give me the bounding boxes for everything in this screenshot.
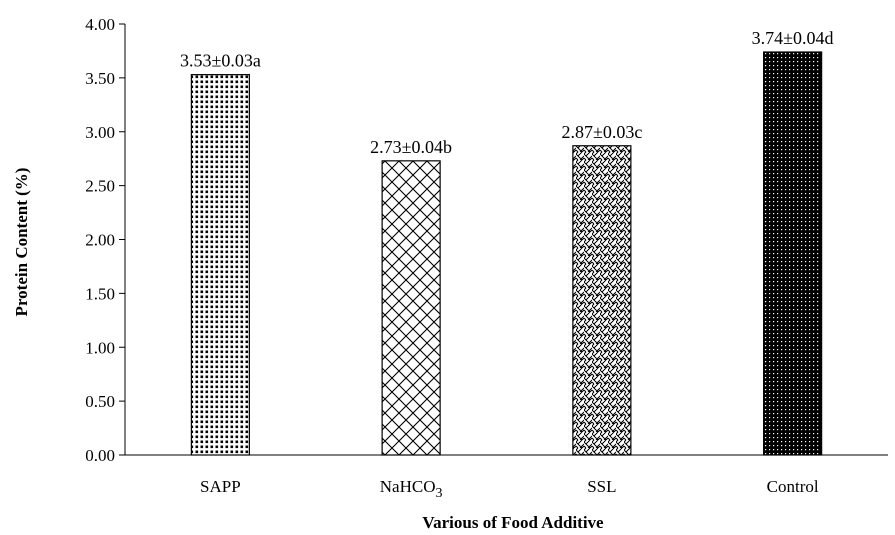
y-tick-label: 1.00 [85,338,115,357]
data-label: 2.87±0.03c [561,122,642,142]
bar [763,51,823,456]
data-labels: 3.53±0.03a 2.73±0.04b 2.87±0.03c 3.74±0.04d [180,28,834,157]
x-tick-label: NaHCO3 [380,477,443,501]
y-axis-title: Protein Content (%) [12,168,31,317]
x-axis-title: Various of Food Additive [422,513,604,532]
bar [190,74,250,456]
y-tick-label: 0.00 [85,446,115,465]
data-label: 3.53±0.03a [180,51,261,71]
x-tick-label: SSL [587,477,616,496]
data-label: 2.73±0.04b [370,137,452,157]
y-tick-label: 3.00 [85,123,115,142]
x-tick-label: Control [767,477,819,496]
bars [190,51,823,456]
x-tick-label: SAPP [200,477,241,496]
bar [572,145,632,456]
y-ticks: 0.00 0.50 1.00 1.50 2.00 2.50 3.00 3.50 4.00 [85,15,125,465]
y-tick-label: 1.50 [85,284,115,303]
y-tick-label: 3.50 [85,69,115,88]
y-tick-label: 2.00 [85,231,115,250]
y-tick-label: 4.00 [85,15,115,34]
x-ticks: SAPP NaHCO3 SSL Control [200,477,819,501]
y-tick-label: 0.50 [85,392,115,411]
data-label: 3.74±0.04d [752,28,834,48]
y-tick-label: 2.50 [85,177,115,196]
bar [381,160,441,456]
